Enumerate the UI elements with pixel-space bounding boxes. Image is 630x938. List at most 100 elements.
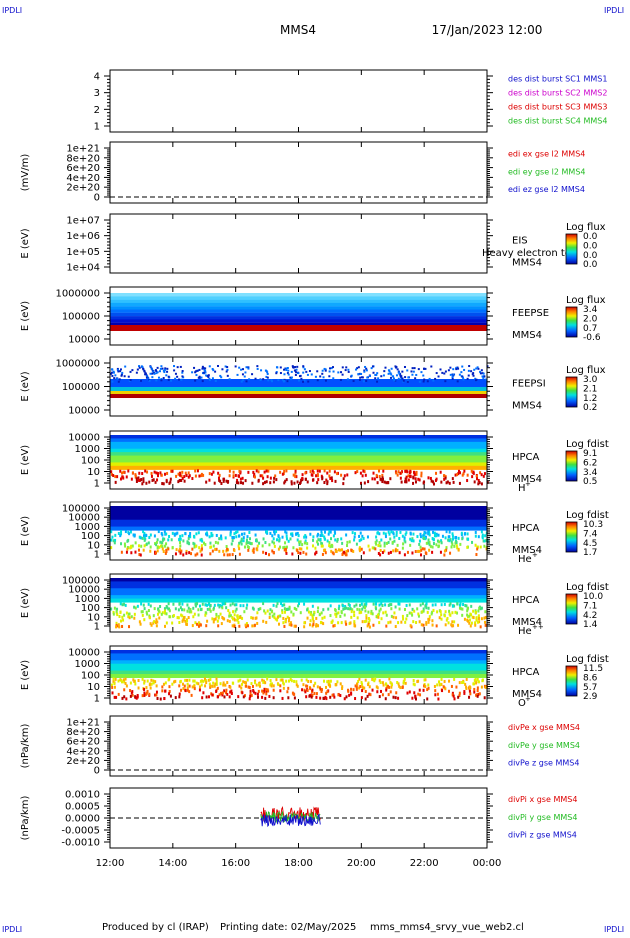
spec-pixel — [261, 544, 264, 548]
spec-pixel — [293, 696, 296, 700]
spec-pixel — [224, 683, 227, 687]
spec-pixel — [273, 532, 276, 536]
x-tick-label: 14:00 — [158, 858, 187, 869]
spec-pixel — [193, 545, 196, 549]
spec-pixel — [159, 697, 162, 701]
spec-pixel — [296, 365, 299, 368]
spec-pixel — [371, 477, 374, 481]
spec-pixel — [374, 602, 377, 606]
spec-pixel — [111, 685, 114, 689]
spec-pixel — [125, 475, 128, 479]
spec-pixel — [179, 679, 182, 683]
spec-pixel — [374, 377, 377, 380]
spec-pixel — [451, 542, 454, 546]
spec-pixel — [361, 620, 364, 624]
spec-pixel — [309, 470, 312, 474]
spec-pixel — [412, 370, 415, 373]
spec-pixel — [252, 690, 255, 694]
spec-pixel — [359, 471, 362, 475]
spec-pixel — [366, 694, 369, 698]
spec-pixel — [413, 609, 416, 613]
spec-pixel — [232, 610, 235, 614]
spec-pixel — [483, 696, 486, 700]
spec-pixel — [286, 380, 289, 383]
spec-pixel — [342, 482, 345, 486]
spec-pixel — [275, 366, 278, 369]
spacecraft-label: MMS4 — [512, 545, 542, 556]
spec-pixel — [188, 690, 191, 694]
spec-pixel — [358, 378, 361, 381]
spec-pixel — [187, 475, 190, 479]
spec-pixel — [179, 473, 182, 477]
spec-pixel — [359, 376, 362, 379]
spec-pixel — [211, 549, 214, 553]
panel-frame — [109, 69, 488, 133]
spec-pixel — [421, 610, 424, 614]
spec-pixel — [336, 539, 339, 543]
spec-pixel — [375, 542, 378, 546]
spec-pixel — [417, 612, 420, 616]
spec-pixel — [404, 540, 407, 544]
spec-pixel — [340, 611, 343, 615]
spec-pixel — [201, 602, 204, 606]
spec-pixel — [196, 622, 199, 626]
spec-pixel — [128, 532, 131, 536]
spec-pixel — [256, 695, 259, 699]
spec-pixel — [184, 471, 187, 475]
spec-pixel — [239, 678, 242, 682]
spec-pixel — [381, 681, 384, 685]
spec-pixel — [146, 679, 149, 683]
spec-pixel — [472, 374, 475, 377]
spec-pixel — [129, 530, 132, 534]
spec-pixel — [313, 611, 316, 615]
spec-pixel — [165, 480, 168, 484]
spec-pixel — [326, 482, 329, 486]
spec-pixel — [431, 550, 434, 554]
spec-pixel — [319, 696, 322, 700]
spec-pixel — [256, 692, 259, 696]
spec-pixel — [412, 470, 415, 474]
spec-pixel — [265, 375, 268, 378]
spec-pixel — [161, 533, 164, 537]
spec-pixel — [200, 679, 203, 683]
spec-pixel — [148, 692, 151, 696]
spec-pixel — [213, 603, 216, 607]
spec-pixel — [342, 477, 345, 481]
spec-pixel — [220, 481, 223, 485]
spec-pixel — [428, 530, 431, 534]
spec-band — [110, 667, 487, 672]
spec-pixel — [480, 617, 483, 621]
spec-pixel — [294, 475, 297, 479]
species-label: He — [518, 554, 532, 565]
spec-pixel — [147, 377, 150, 380]
spec-pixel — [471, 540, 474, 544]
spec-pixel — [465, 604, 468, 608]
spec-pixel — [296, 549, 299, 553]
colorbar-title: Log fdist — [566, 510, 609, 521]
spec-pixel — [360, 680, 363, 684]
spec-pixel — [125, 697, 128, 701]
spec-pixel — [344, 620, 347, 624]
filename-label: mms_mms4_srvy_vue_web2.cl — [370, 922, 524, 933]
spec-pixel — [425, 622, 428, 626]
spec-pixel — [368, 618, 371, 622]
spec-pixel — [380, 375, 383, 378]
spec-pixel — [395, 374, 398, 377]
spec-pixel — [317, 478, 320, 482]
spec-pixel — [377, 551, 380, 555]
spec-pixel — [193, 612, 196, 616]
spec-pixel — [477, 692, 480, 696]
spec-pixel — [344, 369, 347, 372]
spec-pixel — [397, 696, 400, 700]
spec-band — [110, 319, 487, 323]
spec-pixel — [265, 530, 268, 534]
spec-pixel — [300, 547, 303, 551]
spec-pixel — [238, 684, 241, 688]
spec-pixel — [316, 379, 319, 382]
spec-pixel — [247, 546, 250, 550]
spec-pixel — [363, 686, 366, 690]
spec-pixel — [427, 620, 430, 624]
spec-pixel — [179, 551, 182, 555]
spec-pixel — [156, 474, 159, 478]
spec-pixel — [216, 695, 219, 699]
